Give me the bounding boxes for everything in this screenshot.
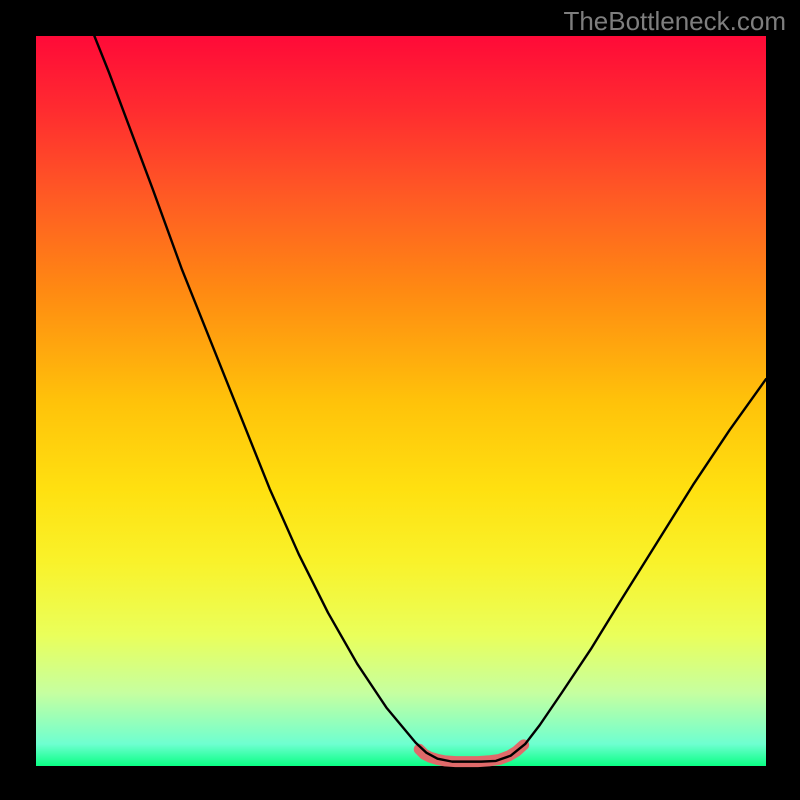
- plot-background: [36, 36, 766, 766]
- watermark-text: TheBottleneck.com: [563, 6, 786, 37]
- chart-container: TheBottleneck.com: [0, 0, 800, 800]
- bottleneck-chart: [0, 0, 800, 800]
